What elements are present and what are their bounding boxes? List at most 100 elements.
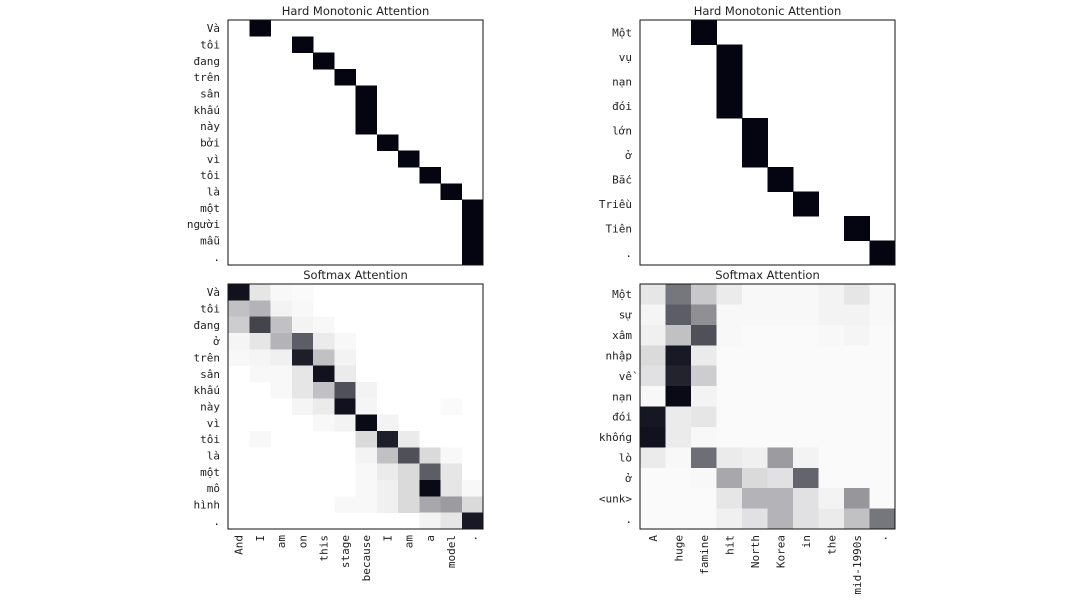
softmax-attention-en-cell [440,463,463,481]
softmax-attention-en-cell [398,463,420,481]
softmax-attention-famine-cell [793,447,819,469]
softmax-attention-en-cell [398,447,420,464]
hard-attention-en-cell [355,118,378,135]
hard-attention-famine-row-label: Bắc [612,173,632,186]
softmax-attention-en-cell [291,284,314,301]
hard-attention-en-row-label: Và [207,22,220,35]
softmax-attention-en-cell [419,480,441,497]
softmax-attention-en-cell [419,463,441,481]
softmax-attention-en-row-label: Và [207,286,220,299]
softmax-attention-en-cell [291,398,314,415]
softmax-attention-en-row-label: này [200,401,220,414]
hard-attention-en-row-label: mẫu [200,235,220,248]
softmax-attention-en-cell [376,431,399,448]
softmax-attention-en-cell [355,431,378,448]
softmax-attention-en-cell [228,284,250,301]
softmax-attention-famine-cell [665,304,692,326]
hard-attention-en-row-label: tôi [200,169,220,182]
softmax-attention-en-cell [291,382,314,399]
softmax-attention-famine-cell [818,508,845,530]
softmax-attention-famine-cell [869,467,896,489]
softmax-attention-famine-cell [691,406,717,428]
softmax-attention-famine-row-label: khống [599,431,632,444]
softmax-attention-en-cell [228,333,250,350]
softmax-attention-en-row-label: ở [213,335,220,348]
softmax-attention-famine-cell [818,324,845,346]
hard-attention-famine-row-label: Một [612,26,632,39]
softmax-attention-famine-frame [639,283,896,530]
softmax-attention-en-cell [398,431,420,448]
softmax-attention-famine-cell [665,365,692,387]
softmax-attention-en-col-label: on [296,535,309,548]
softmax-attention-en-row-label: đang [194,319,221,332]
hard-attention-en-cell [313,52,335,70]
softmax-attention-en-col-label: am [275,535,288,549]
softmax-attention-en-col-label: a [424,535,437,542]
softmax-attention-famine-cell [869,365,896,387]
softmax-attention-famine-cell [716,386,743,407]
softmax-attention-en-row-label: khấu [194,384,221,397]
hard-attention-famine-cell [742,142,768,168]
softmax-attention-famine-col-label: the [825,535,838,555]
softmax-attention-famine-col-label: North [749,535,762,568]
softmax-attention-famine-cell [869,426,896,448]
softmax-attention-en-cell [228,316,250,334]
softmax-attention-famine-cell [844,406,870,428]
softmax-attention-famine-cell [844,467,870,489]
hard-attention-famine-cell [767,167,794,192]
hard-attention-en-cell [461,248,484,266]
softmax-attention-famine-row-label: nhập [606,349,633,362]
hard-attention-en-cell [461,216,484,233]
hard-attention-famine-row-label: nạn [612,75,632,88]
hard-attention-en-cell [291,36,314,53]
softmax-attention-famine-cell [716,426,743,448]
softmax-attention-en-cell [355,496,378,513]
softmax-attention-en-cell [355,382,378,399]
softmax-attention-en-cell [334,398,356,415]
softmax-attention-en-cell [376,447,399,464]
hard-attention-en-cell [461,199,484,217]
softmax-attention-en-cell [419,512,441,530]
softmax-attention-en-frame [227,283,484,530]
softmax-attention-famine-cell [665,467,692,489]
hard-attention-famine-frame [639,19,896,266]
softmax-attention-en-row-label: trên [194,352,221,365]
softmax-attention-famine-cell [742,488,768,509]
softmax-attention-famine-cell [793,467,819,489]
softmax-attention-en-cell [461,496,484,513]
hard-attention-famine-row-label: Tiên [606,222,633,235]
softmax-attention-en-cell [291,333,314,350]
softmax-attention-famine-cell [716,284,743,305]
hard-attention-famine-cell [844,216,870,241]
hard-attention-famine-row-label: lớn [612,124,632,137]
softmax-attention-famine-cell [691,345,717,366]
softmax-attention-en-cell [334,333,356,350]
softmax-attention-famine-row-label: đói [612,411,632,424]
softmax-attention-famine-cell [844,304,870,326]
softmax-attention-en-cell [355,398,378,415]
softmax-attention-famine-cell [742,345,768,366]
softmax-attention-famine-cell [640,365,666,387]
hard-attention-en-cell [355,85,378,102]
softmax-attention-famine-col-label: . [876,535,889,542]
softmax-attention-famine-cell [869,345,896,366]
softmax-attention-en-cell [334,496,356,513]
softmax-attention-en-row-label: một [200,466,220,479]
softmax-attention-famine-cell [793,508,819,530]
softmax-attention-famine-col-label: famine [698,535,711,575]
softmax-attention-en-col-label: model [445,535,458,568]
hard-attention-en-cell [461,232,484,249]
softmax-attention-en-col-label: I [381,535,394,542]
softmax-attention-en-cell [313,365,335,383]
softmax-attention-famine-cell [793,406,819,428]
softmax-attention-en-cell [419,447,441,464]
softmax-attention-famine-cell [818,488,845,509]
softmax-attention-famine-cell [869,508,896,530]
softmax-attention-famine-row-label: <unk> [599,492,632,505]
softmax-attention-en-cell [440,512,463,530]
softmax-attention-famine-cell [767,467,794,489]
softmax-attention-famine-cell [844,488,870,509]
softmax-attention-famine-cell [640,386,666,407]
softmax-attention-famine-cell [818,386,845,407]
softmax-attention-en-cell [270,316,293,334]
